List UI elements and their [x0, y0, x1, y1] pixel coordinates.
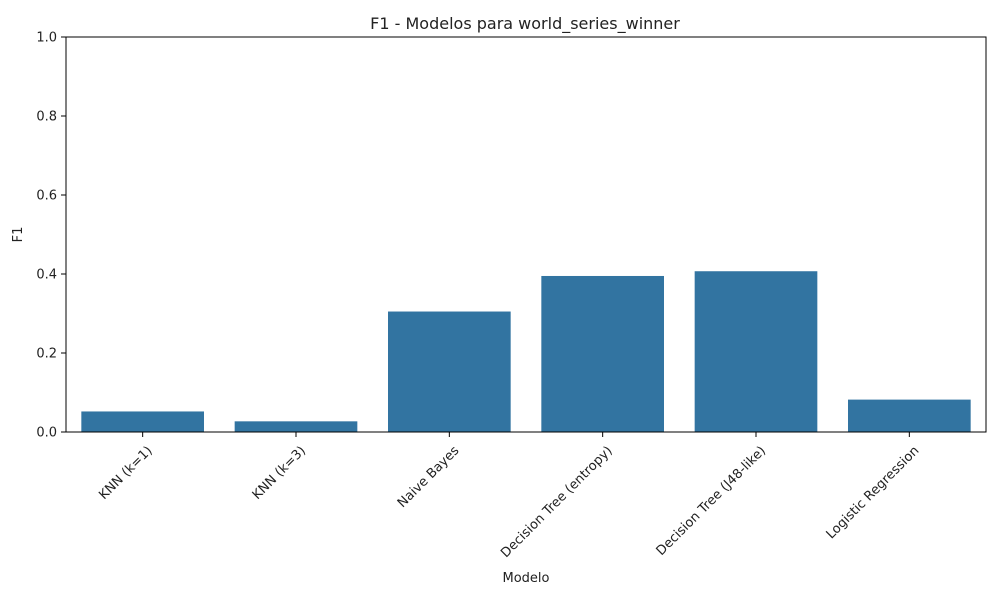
y-tick-label: 0.8: [36, 110, 57, 125]
y-tick-label: 0.2: [36, 347, 57, 362]
x-tick-label: Decision Tree (J48-like): [654, 443, 769, 558]
y-axis-label: F1: [11, 227, 26, 243]
x-tick-label: Decision Tree (entropy): [498, 443, 615, 560]
y-axis: 0.0 0.2 0.4 0.6 0.8 1.0: [36, 31, 66, 441]
y-tick-label: 0.0: [36, 426, 57, 441]
plot-frame: [65, 36, 987, 433]
y-tick-label: 0.4: [36, 268, 57, 283]
chart-title: F1 - Modelos para world_series_winner: [370, 14, 680, 34]
x-axis-label: Modelo: [503, 571, 550, 586]
bar: [388, 311, 511, 432]
bar: [694, 271, 818, 432]
x-axis: KNN (k=1) KNN (k=3) Naive Bayes Decision Tr…: [96, 432, 922, 561]
bar: [81, 411, 204, 432]
y-tick-label: 1.0: [36, 31, 57, 46]
bar: [848, 399, 971, 432]
x-tick-label: Logistic Regression: [824, 443, 923, 542]
x-tick-label: KNN (k=1): [96, 443, 155, 502]
bar: [541, 275, 664, 432]
x-tick-label: KNN (k=3): [250, 443, 309, 502]
y-tick-label: 0.6: [36, 189, 57, 204]
bar: [234, 421, 358, 432]
x-tick-label: Naive Bayes: [395, 443, 463, 511]
bars-layer: [81, 271, 971, 432]
